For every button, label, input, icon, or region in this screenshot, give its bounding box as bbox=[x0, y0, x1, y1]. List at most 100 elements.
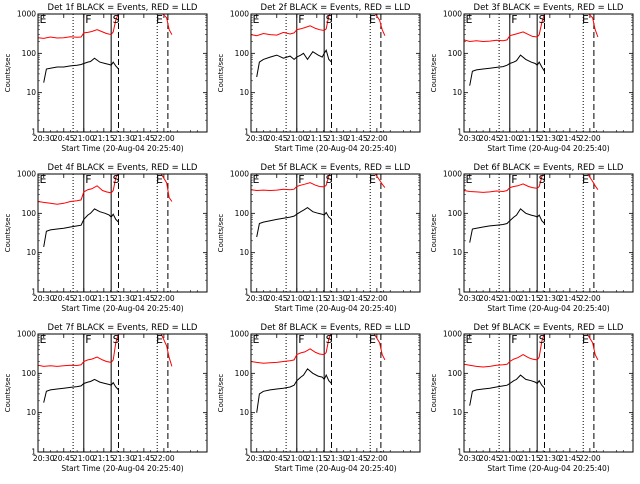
y-tick-label: 1000 bbox=[443, 10, 462, 19]
flag-label: F bbox=[511, 333, 517, 346]
y-tick-label: 1 bbox=[31, 128, 36, 137]
x-tick-label: 21:30 bbox=[326, 134, 348, 143]
detector-panel-1: Det 1f BLACK = Events, RED = LLD Counts/s… bbox=[4, 3, 208, 153]
x-axis-label: Start Time (20-Aug-04 20:25:40) bbox=[61, 304, 183, 313]
y-tick-label: 100 bbox=[22, 209, 37, 218]
x-tick-label: 21:45 bbox=[346, 294, 368, 303]
y-tick-label: 100 bbox=[22, 369, 37, 378]
flag-label: F bbox=[298, 173, 304, 186]
x-tick-label: 21:45 bbox=[346, 134, 368, 143]
x-tick-label: 22:00 bbox=[153, 294, 175, 303]
panel-title: Det 9f BLACK = Events, RED = LLD bbox=[474, 323, 624, 333]
x-tick-label: 21:45 bbox=[133, 454, 155, 463]
lld-series-line bbox=[251, 14, 386, 37]
y-tick-label: 1 bbox=[31, 288, 36, 297]
x-tick-label: 20:30 bbox=[33, 294, 55, 303]
plot-frame bbox=[250, 333, 421, 453]
flag-label: S bbox=[539, 13, 546, 26]
detector-panel-3: Det 3f BLACK = Events, RED = LLD Counts/s… bbox=[430, 3, 634, 153]
x-tick-label: 21:15 bbox=[93, 454, 115, 463]
flag-label: F bbox=[85, 333, 91, 346]
flag-label: F bbox=[85, 13, 91, 26]
panel-title: Det 2f BLACK = Events, RED = LLD bbox=[261, 3, 411, 13]
x-tick-label: 21:15 bbox=[306, 294, 328, 303]
x-tick-label: 21:45 bbox=[346, 454, 368, 463]
x-tick-label: 21:00 bbox=[73, 294, 95, 303]
x-tick-label: 20:30 bbox=[246, 454, 268, 463]
events-series-line bbox=[469, 54, 545, 86]
flag-label: E bbox=[40, 333, 47, 346]
x-tick-label: 21:30 bbox=[539, 454, 561, 463]
x-tick-label: 21:30 bbox=[539, 134, 561, 143]
detector-panel-4: Det 4f BLACK = Events, RED = LLD Counts/s… bbox=[4, 163, 208, 313]
x-tick-label: 21:00 bbox=[286, 454, 308, 463]
panel-title: Det 8f BLACK = Events, RED = LLD bbox=[261, 323, 411, 333]
panel-title: Det 7f BLACK = Events, RED = LLD bbox=[48, 323, 198, 333]
panel-title: Det 5f BLACK = Events, RED = LLD bbox=[261, 163, 411, 173]
events-series-line bbox=[256, 48, 332, 78]
x-tick-label: 21:00 bbox=[73, 454, 95, 463]
flag-label: S bbox=[113, 13, 120, 26]
flag-label: F bbox=[85, 173, 91, 186]
x-axis-label: Start Time (20-Aug-04 20:25:40) bbox=[61, 464, 183, 473]
y-tick-label: 1 bbox=[244, 448, 249, 457]
lld-series-line bbox=[251, 334, 386, 364]
plot-frame bbox=[463, 13, 634, 133]
plot-frame bbox=[250, 13, 421, 133]
x-tick-label: 20:45 bbox=[266, 454, 288, 463]
y-tick-label: 100 bbox=[235, 369, 250, 378]
flag-label: S bbox=[113, 173, 120, 186]
y-tick-label: 10 bbox=[452, 88, 462, 97]
x-axis-label: Start Time (20-Aug-04 20:25:40) bbox=[274, 144, 396, 153]
x-axis-label: Start Time (20-Aug-04 20:25:40) bbox=[274, 464, 396, 473]
x-axis-label: Start Time (20-Aug-04 20:25:40) bbox=[61, 144, 183, 153]
y-tick-label: 10 bbox=[26, 248, 36, 257]
x-tick-label: 20:45 bbox=[53, 294, 75, 303]
panel-title: Det 3f BLACK = Events, RED = LLD bbox=[474, 3, 624, 13]
y-axis-label: Counts/sec bbox=[430, 214, 438, 253]
x-tick-label: 21:45 bbox=[559, 294, 581, 303]
x-tick-label: 21:45 bbox=[133, 294, 155, 303]
x-tick-label: 21:30 bbox=[113, 454, 135, 463]
x-tick-label: 21:15 bbox=[519, 294, 541, 303]
flag-label: E bbox=[253, 333, 260, 346]
y-tick-label: 10 bbox=[26, 88, 36, 97]
events-series-line bbox=[43, 208, 119, 247]
plot-frame bbox=[37, 13, 208, 133]
x-tick-label: 21:15 bbox=[306, 134, 328, 143]
x-tick-label: 20:45 bbox=[53, 134, 75, 143]
x-tick-label: 21:45 bbox=[559, 454, 581, 463]
panel-title: Det 4f BLACK = Events, RED = LLD bbox=[48, 163, 198, 173]
detector-panel-7: Det 7f BLACK = Events, RED = LLD Counts/s… bbox=[4, 323, 208, 473]
panel-title: Det 6f BLACK = Events, RED = LLD bbox=[474, 163, 624, 173]
x-tick-label: 21:45 bbox=[559, 134, 581, 143]
flag-label: E bbox=[369, 13, 376, 26]
y-tick-label: 10 bbox=[239, 88, 249, 97]
detector-panel-5: Det 5f BLACK = Events, RED = LLD Counts/s… bbox=[217, 163, 421, 313]
flag-label: S bbox=[539, 173, 546, 186]
x-tick-label: 20:45 bbox=[53, 454, 75, 463]
y-axis-label: Counts/sec bbox=[4, 214, 12, 253]
flag-label: E bbox=[582, 333, 589, 346]
x-tick-label: 21:30 bbox=[539, 294, 561, 303]
flag-label: E bbox=[582, 13, 589, 26]
x-tick-label: 21:00 bbox=[499, 454, 521, 463]
events-series-line bbox=[43, 378, 119, 403]
x-tick-label: 22:00 bbox=[366, 134, 388, 143]
y-axis-label: Counts/sec bbox=[217, 54, 225, 93]
y-tick-label: 100 bbox=[235, 49, 250, 58]
x-tick-label: 20:30 bbox=[459, 294, 481, 303]
detector-panel-6: Det 6f BLACK = Events, RED = LLD Counts/s… bbox=[430, 163, 634, 313]
events-series-line bbox=[256, 368, 332, 413]
x-tick-label: 22:00 bbox=[579, 134, 601, 143]
y-tick-label: 10 bbox=[239, 248, 249, 257]
x-tick-label: 21:00 bbox=[499, 294, 521, 303]
y-tick-label: 1 bbox=[244, 288, 249, 297]
x-tick-label: 22:00 bbox=[153, 454, 175, 463]
flag-label: E bbox=[156, 13, 163, 26]
flag-label: S bbox=[326, 333, 333, 346]
x-tick-label: 21:45 bbox=[133, 134, 155, 143]
flag-label: E bbox=[466, 333, 473, 346]
y-tick-label: 10 bbox=[452, 408, 462, 417]
